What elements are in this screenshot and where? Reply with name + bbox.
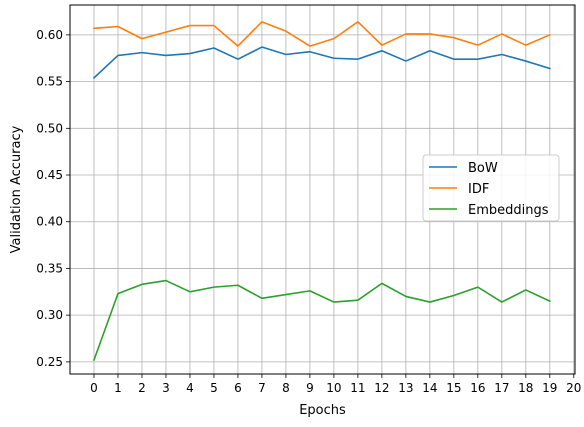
x-tick-label: 10 [326,381,341,395]
y-tick-label: 0.30 [36,308,63,322]
x-axis-label: Epochs [299,403,346,418]
x-tick-label: 13 [398,381,413,395]
legend-label-idf: IDF [468,182,489,197]
x-tick-label: 9 [306,381,314,395]
series-line-bow [92,46,551,80]
x-tick-label: 1 [114,381,122,395]
series-line-idf [93,21,551,47]
x-tick-label: 4 [186,381,194,395]
y-axis-label: Validation Accuracy [9,125,24,253]
y-tick-label: 0.50 [36,121,63,135]
x-tick-label: 8 [282,381,290,395]
x-tick-label: 17 [494,381,509,395]
x-tick-label: 2 [138,381,146,395]
y-tick-label: 0.45 [36,168,63,182]
x-axis-ticks: 0 1 2 3 4 5 6 7 8 9 10 11 12 13 14 15 16 17 18 19 20 [90,374,581,395]
y-tick-label: 0.40 [36,215,63,229]
y-tick-label: 0.25 [36,355,63,369]
series-line-embeddings [92,279,551,362]
legend-label-bow: BoW [468,161,498,176]
y-tick-label: 0.35 [36,261,63,275]
x-tick-label: 15 [446,381,461,395]
legend-label-embeddings: Embeddings [468,203,549,218]
x-tick-label: 0 [90,381,98,395]
x-tick-label: 12 [374,381,389,395]
y-tick-label: 0.60 [36,28,63,42]
x-tick-label: 3 [162,381,170,395]
x-tick-label: 16 [470,381,485,395]
legend-box [422,154,560,222]
y-tick-label: 0.55 [36,75,63,89]
x-tick-label: 11 [350,381,365,395]
x-tick-label: 5 [210,381,218,395]
x-tick-label: 20 [566,381,581,395]
x-tick-label: 18 [518,381,533,395]
x-tick-label: 19 [542,381,557,395]
x-tick-label: 6 [234,381,242,395]
x-tick-label: 7 [258,381,266,395]
legend: BoW IDF Embeddings [422,154,560,222]
plot-frame [69,4,576,375]
series-lines [92,21,551,362]
x-tick-label: 14 [422,381,437,395]
y-axis-ticks: 0.25 0.30 0.35 0.40 0.45 0.50 0.55 0.60 [36,28,70,369]
